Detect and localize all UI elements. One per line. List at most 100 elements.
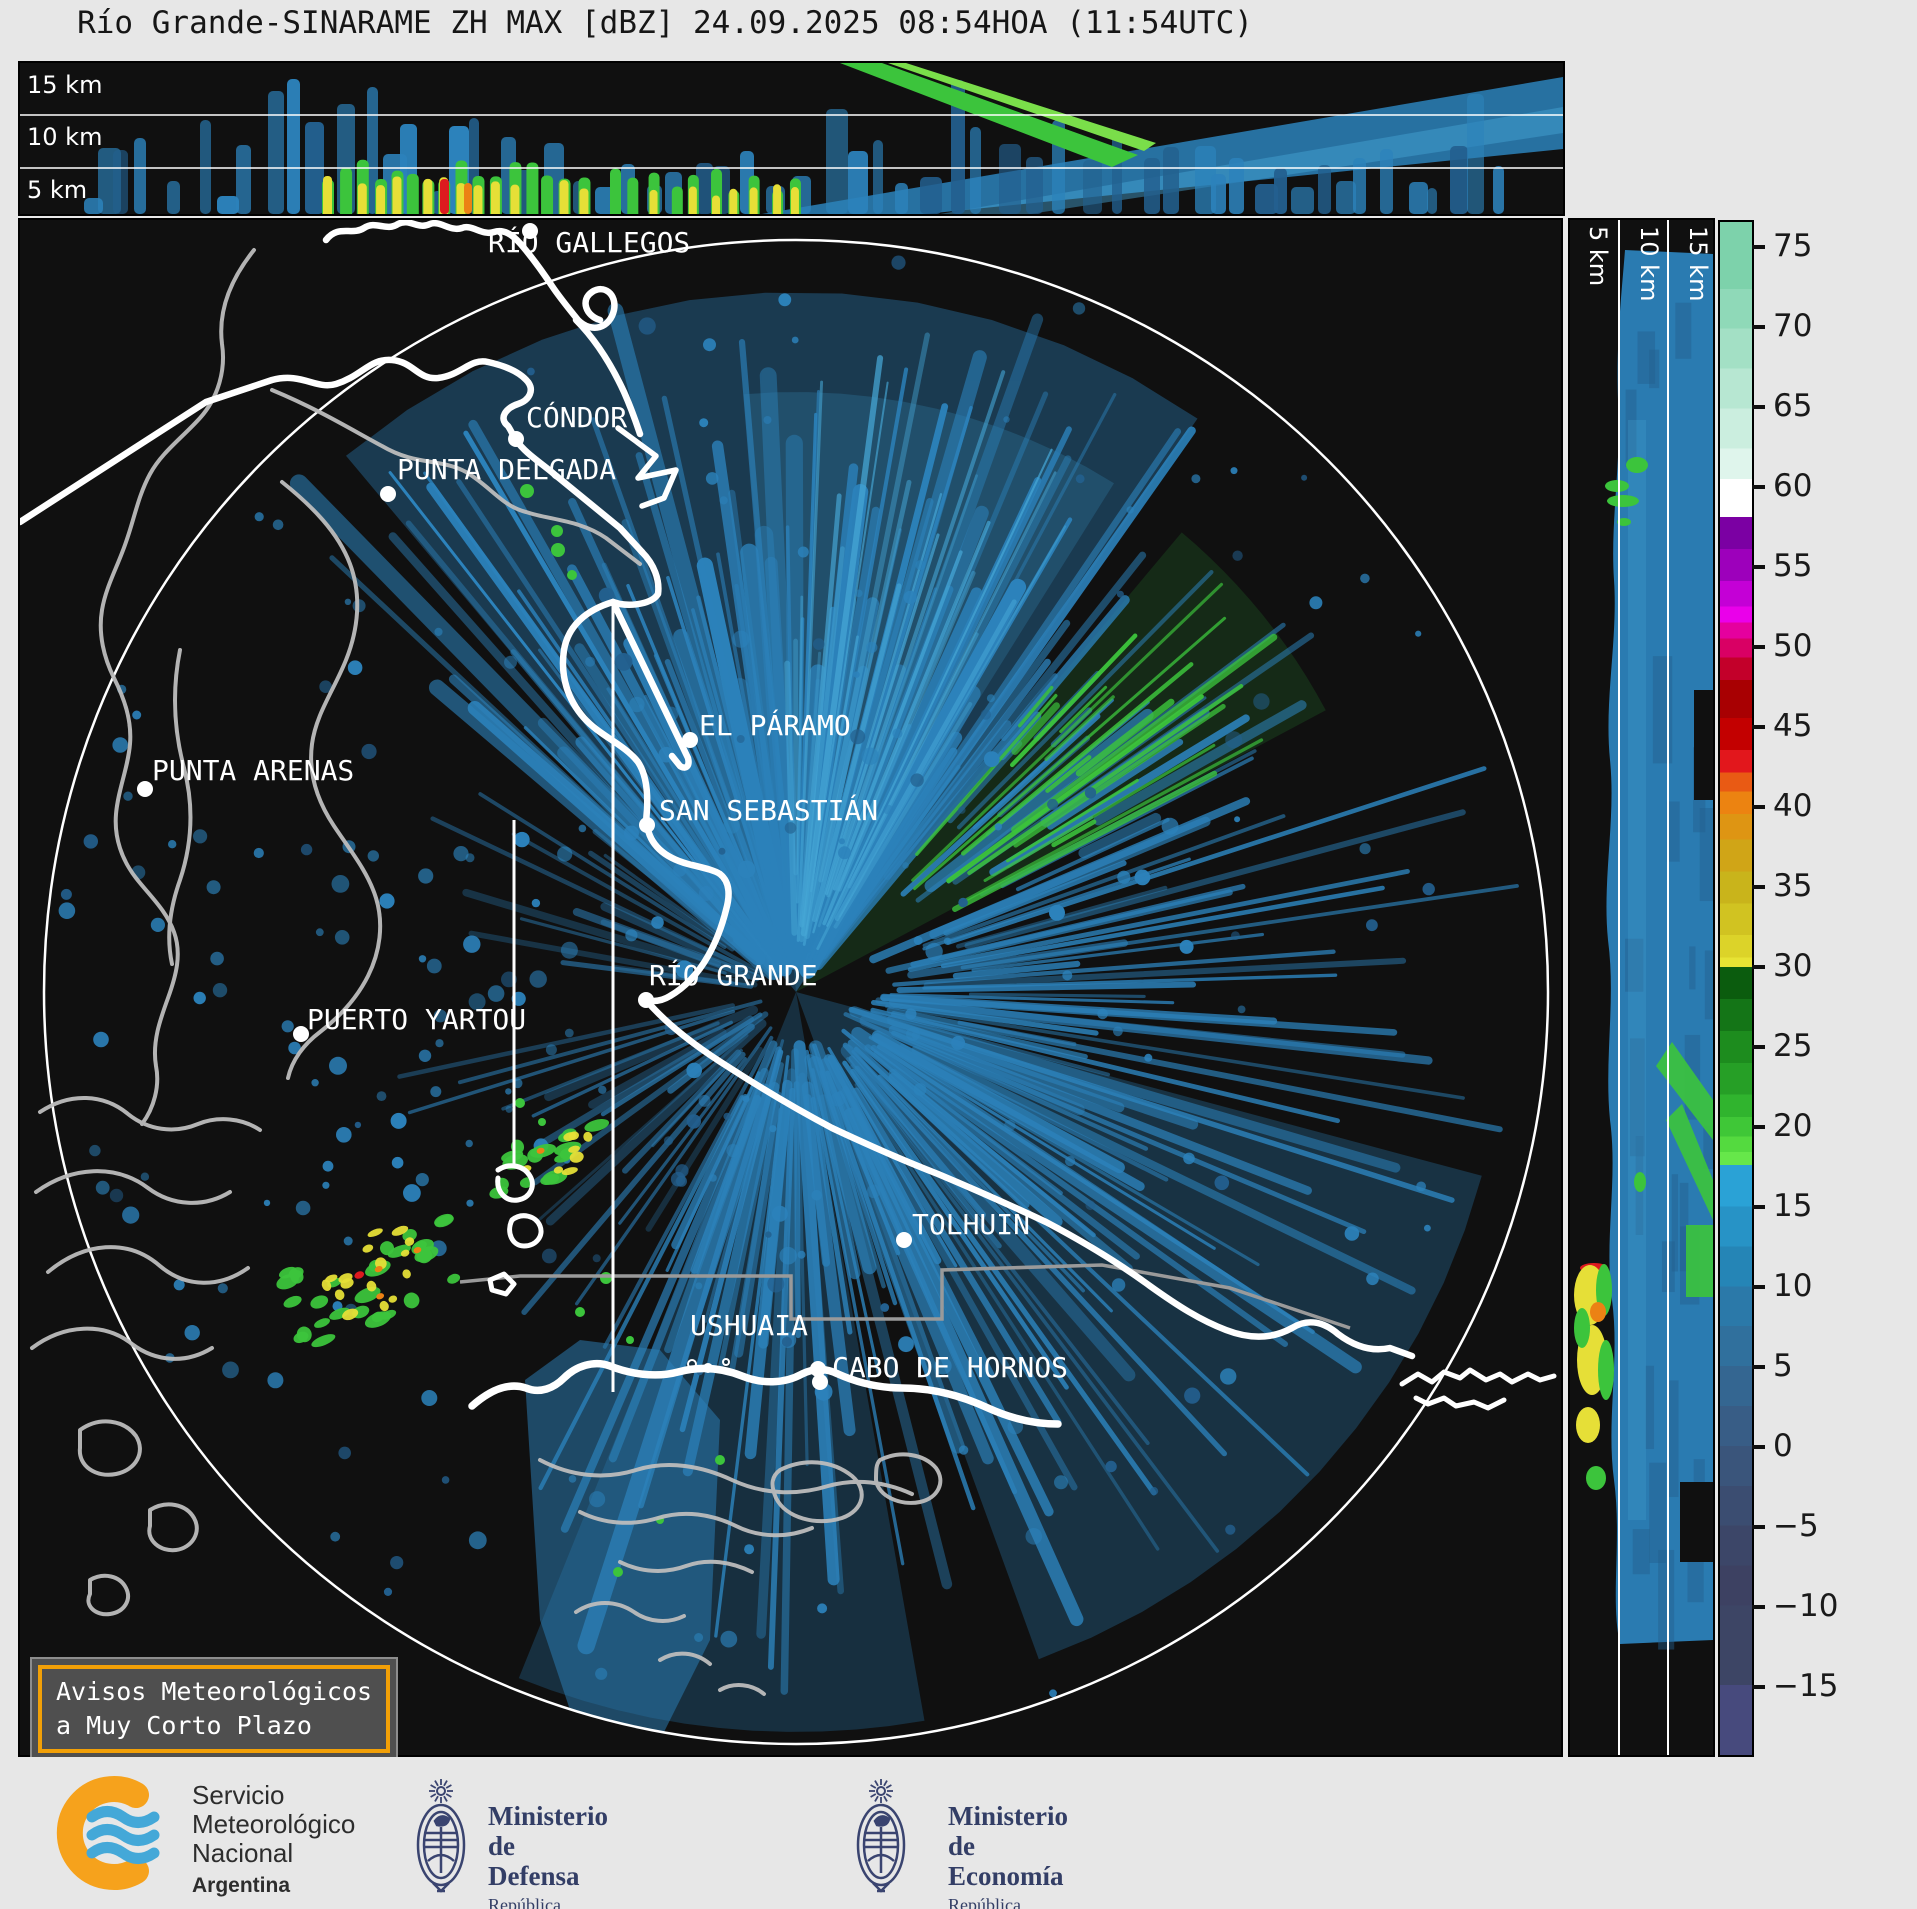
economia-logo: Ministerio de Economía República Argenti…	[850, 1775, 1068, 1909]
smn-country: Argentina	[192, 1874, 291, 1897]
colorbar-tick-label: 5	[1773, 1348, 1793, 1384]
colorbar-tick-mark	[1752, 1525, 1765, 1529]
colorbar-tick-label: 35	[1773, 868, 1813, 904]
colorbar-tick-mark	[1752, 885, 1765, 889]
defensa-line-2: de Defensa	[488, 1831, 580, 1891]
colorbar-tick-mark	[1752, 1045, 1765, 1049]
colorbar-tick-mark	[1752, 965, 1765, 969]
cross-section-top-panel: 15 km 10 km 5 km	[18, 61, 1565, 216]
economia-line-2: de Economía	[948, 1831, 1064, 1891]
colorbar-tick-mark	[1752, 1285, 1765, 1289]
right-panel-height-label: 5 km	[1584, 226, 1612, 287]
footer-logos: Servicio Meteorológico Nacional Argentin…	[0, 1757, 1917, 1909]
coat-of-arms-icon	[416, 1779, 466, 1893]
avisos-line2: a Muy Corto Plazo	[56, 1711, 312, 1740]
dbz-colorbar	[1718, 220, 1754, 1757]
colorbar-tick-label: 15	[1773, 1188, 1813, 1224]
city-dot	[522, 223, 538, 239]
colorbar-tick-mark	[1752, 1445, 1765, 1449]
city-label-río-grande: RÍO GRANDE	[649, 959, 818, 992]
right-panel-height-label: 15 km	[1684, 226, 1712, 302]
city-label-tolhuin: TOLHUIN	[912, 1208, 1031, 1241]
colorbar-tick-label: 55	[1773, 548, 1813, 584]
smn-line-1: Servicio	[192, 1780, 285, 1810]
city-label-punta-delgada: PUNTA DELGADA	[397, 453, 617, 486]
colorbar-tick-mark	[1752, 405, 1765, 409]
colorbar-tick-label: −15	[1773, 1668, 1839, 1704]
colorbar-tick-label: 60	[1773, 468, 1813, 504]
city-label-punta-arenas: PUNTA ARENAS	[152, 754, 355, 787]
top-cross-section-plot	[20, 63, 1563, 214]
radar-echoes	[58, 255, 1519, 1740]
city-dot	[810, 1361, 826, 1377]
cross-section-right-panel: 5 km 10 km 15 km	[1568, 218, 1715, 1757]
city-label-puerto-yartou: PUERTO YARTOU	[307, 1003, 527, 1036]
smn-logo-icon	[56, 1776, 160, 1890]
colorbar-tick-mark	[1752, 565, 1765, 569]
colorbar-tick-mark	[1752, 725, 1765, 729]
colorbar-tick-label: 0	[1773, 1428, 1793, 1464]
colorbar-tick-label: 75	[1773, 228, 1813, 264]
colorbar-tick-label: 45	[1773, 708, 1813, 744]
city-label-cóndor: CÓNDOR	[526, 401, 628, 434]
colorbar-tick-label: 30	[1773, 948, 1813, 984]
top-panel-height-label: 5 km	[27, 176, 88, 204]
defensa-line-1: Ministerio	[488, 1801, 608, 1831]
colorbar-tick-mark	[1752, 1685, 1765, 1689]
colorbar-tick-label: 20	[1773, 1108, 1813, 1144]
colorbar-tick-label: −10	[1773, 1588, 1839, 1624]
radar-map-panel: RÍO GALLEGOS CÓNDOR PUNTA DELGADA PUNTA ARE…	[18, 218, 1563, 1761]
colorbar-tick-label: −5	[1773, 1508, 1819, 1544]
colorbar-tick-label: 10	[1773, 1268, 1813, 1304]
city-dot	[638, 992, 654, 1008]
city-label-san-sebastián: SAN SEBASTIÁN	[659, 794, 879, 827]
city-dot	[137, 781, 153, 797]
city-dot	[508, 431, 524, 447]
right-panel-height-label: 10 km	[1635, 226, 1663, 302]
economia-line-1: Ministerio	[948, 1801, 1068, 1831]
colorbar-tick-label: 25	[1773, 1028, 1813, 1064]
city-label-ushuaia: USHUAIA	[690, 1309, 809, 1342]
colorbar-tick-mark	[1752, 805, 1765, 809]
avisos-line1: Avisos Meteorológicos	[56, 1677, 373, 1706]
smn-line-3: Nacional	[192, 1838, 294, 1868]
city-label-el-páramo: EL PÁRAMO	[699, 709, 851, 742]
colorbar-tick-mark	[1752, 325, 1765, 329]
colorbar-tick-label: 65	[1773, 388, 1813, 424]
colorbar-tick-mark	[1752, 645, 1765, 649]
top-panel-height-label: 10 km	[27, 123, 103, 151]
city-label-río-gallegos: RÍO GALLEGOS	[488, 226, 691, 259]
defensa-logo: Ministerio de Defensa República Argentin…	[410, 1775, 608, 1909]
colorbar-tick-mark	[1752, 1365, 1765, 1369]
economia-line-3: República Argentina	[948, 1895, 1021, 1909]
coastline-white	[20, 220, 1557, 1428]
city-dot	[896, 1232, 912, 1248]
city-dot	[812, 1374, 828, 1390]
defensa-line-3: República Argentina	[488, 1895, 561, 1909]
colorbar-tick-label: 50	[1773, 628, 1813, 664]
page-title: Río Grande-SINARAME ZH MAX [dBZ] 24.09.2…	[77, 5, 1253, 41]
right-cross-section-plot	[1574, 220, 1713, 1755]
city-dot	[682, 732, 698, 748]
colorbar-tick-mark	[1752, 485, 1765, 489]
radar-map-graphics	[20, 220, 1557, 1746]
city-dot	[380, 486, 396, 502]
city-label-cabo-de-hornos: CABO DE HORNOS	[832, 1351, 1069, 1384]
colorbar-tick-mark	[1752, 1605, 1765, 1609]
colorbar-tick-label: 70	[1773, 308, 1813, 344]
coat-of-arms-icon	[856, 1779, 906, 1893]
colorbar-tick-label: 40	[1773, 788, 1813, 824]
colorbar-tick-mark	[1752, 1125, 1765, 1129]
colorbar-tick-mark	[1752, 245, 1765, 249]
admin-border-gray	[459, 1263, 1351, 1330]
coastline-gray	[30, 248, 943, 1696]
city-dot	[293, 1026, 309, 1042]
colorbar-tick-mark	[1752, 1205, 1765, 1209]
short-term-warnings-box[interactable]: Avisos Meteorológicos a Muy Corto Plazo	[30, 1657, 399, 1761]
smn-line-2: Meteorológico	[192, 1809, 356, 1839]
city-dot	[639, 817, 655, 833]
smn-logo: Servicio Meteorológico Nacional Argentin…	[50, 1775, 355, 1897]
top-panel-height-label: 15 km	[27, 71, 103, 99]
range-ring	[42, 238, 1550, 1746]
